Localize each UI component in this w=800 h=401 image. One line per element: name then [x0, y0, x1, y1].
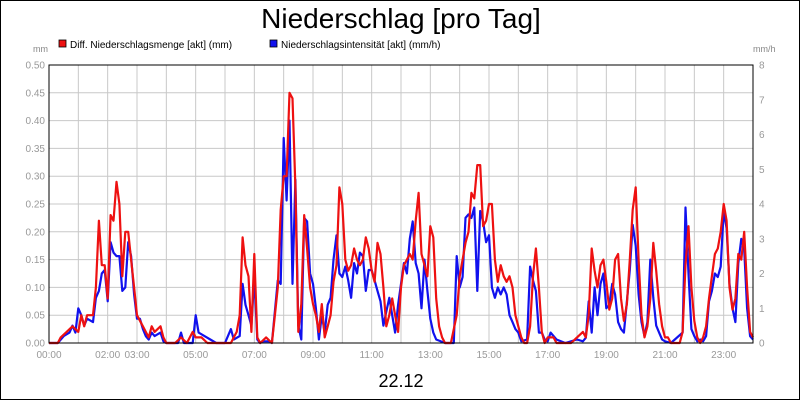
x-tick-label: 05:00 — [183, 350, 208, 361]
left-tick-label: 0.30 — [26, 172, 46, 183]
x-axis-ticks: 00:00 02:00 03:00 05:00 07:00 09:00 11:00 13:00… — [36, 350, 736, 361]
right-tick-label: 7 — [759, 95, 765, 106]
right-tick-label: 4 — [759, 200, 765, 211]
x-tick-label: 11:00 — [360, 350, 385, 361]
right-tick-label: 0 — [759, 339, 765, 350]
legend-swatch-blue — [269, 39, 278, 48]
left-tick-label: 0.45 — [26, 88, 46, 99]
right-tick-label: 2 — [759, 269, 765, 280]
x-tick-label: 00:00 — [36, 350, 61, 361]
left-axis-unit: mm — [33, 44, 48, 54]
left-tick-label: 0.20 — [26, 227, 46, 238]
plot-border — [48, 64, 754, 344]
right-tick-label: 8 — [759, 61, 765, 72]
x-tick-label: 23:00 — [711, 350, 736, 361]
left-tick-label: 0.50 — [26, 61, 46, 72]
left-axis-ticks: 0.00 0.05 0.10 0.15 0.20 0.25 0.30 0.35 0.40 0.45… — [26, 61, 46, 350]
x-tick-label: 17:00 — [535, 350, 560, 361]
chart-title: Niederschlag [pro Tag] — [261, 3, 541, 34]
series-line-niederschlagsmenge — [49, 91, 754, 345]
x-tick-label: 02:00 — [95, 350, 120, 361]
left-tick-label: 0.05 — [26, 311, 46, 322]
legend-label-intensitaet: Niederschlagsintensität [akt] (mm/h) — [281, 40, 441, 51]
x-tick-label: 09:00 — [300, 350, 325, 361]
x-tick-label: 15:00 — [476, 350, 501, 361]
right-axis-ticks: 0 1 2 3 4 5 6 7 8 — [759, 61, 765, 350]
left-tick-label: 0.10 — [26, 283, 46, 294]
date-label: 22.12 — [378, 371, 423, 391]
left-tick-label: 0.00 — [26, 339, 46, 350]
legend-label-menge: Diff. Niederschlagsmenge [akt] (mm) — [70, 40, 232, 51]
x-tick-label: 19:00 — [594, 350, 619, 361]
right-tick-label: 1 — [759, 304, 765, 315]
x-tick-label: 07:00 — [242, 350, 267, 361]
legend: Diff. Niederschlagsmenge [akt] (mm) Nied… — [58, 39, 441, 51]
right-axis-unit: mm/h — [753, 44, 776, 54]
x-tick-label: 13:00 — [418, 350, 443, 361]
left-tick-label: 0.25 — [26, 200, 46, 211]
left-tick-label: 0.40 — [26, 116, 46, 127]
x-tick-label: 03:00 — [124, 350, 149, 361]
right-tick-label: 5 — [759, 165, 765, 176]
left-tick-label: 0.15 — [26, 255, 46, 266]
right-tick-label: 3 — [759, 234, 765, 245]
x-tick-label: 21:00 — [652, 350, 677, 361]
left-tick-label: 0.35 — [26, 144, 46, 155]
legend-swatch-red — [58, 39, 67, 48]
right-tick-label: 6 — [759, 130, 765, 141]
